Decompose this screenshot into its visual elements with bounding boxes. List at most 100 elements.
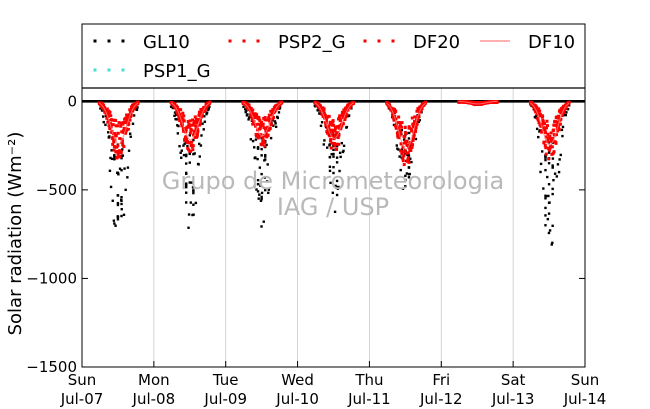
data-point — [542, 126, 546, 130]
data-point — [194, 201, 198, 205]
x-tick-label-day: Fri — [432, 371, 450, 389]
data-point — [536, 118, 540, 122]
data-point — [258, 126, 262, 130]
data-point — [112, 144, 116, 148]
data-point — [190, 140, 194, 144]
data-point — [258, 166, 262, 169]
data-point — [180, 149, 183, 152]
data-point — [198, 123, 202, 127]
data-point — [252, 122, 256, 126]
data-point — [399, 149, 403, 153]
data-point — [253, 115, 257, 119]
data-point — [329, 146, 333, 150]
data-point — [178, 113, 182, 117]
data-point — [265, 180, 269, 183]
data-point — [406, 151, 410, 155]
legend-marker — [242, 39, 246, 43]
data-point — [564, 113, 568, 117]
data-point — [417, 120, 420, 124]
data-point — [265, 135, 269, 139]
data-point — [104, 123, 107, 127]
data-point — [182, 129, 186, 133]
data-point — [544, 126, 548, 130]
data-point — [411, 125, 415, 129]
data-point — [109, 185, 113, 189]
data-point — [332, 152, 335, 156]
data-point — [416, 117, 420, 121]
data-point — [197, 113, 201, 117]
data-point — [327, 114, 331, 118]
data-point — [115, 156, 119, 160]
data-point — [314, 105, 317, 108]
data-point — [330, 141, 334, 145]
legend-marker — [228, 39, 232, 43]
data-point — [342, 149, 345, 153]
data-point — [121, 143, 125, 147]
data-point — [547, 148, 551, 152]
data-point — [261, 135, 265, 139]
data-point — [537, 121, 541, 125]
data-point — [264, 131, 268, 135]
data-point — [336, 131, 340, 135]
data-point — [541, 114, 545, 118]
data-point — [173, 102, 177, 106]
data-point — [409, 157, 412, 160]
data-point — [264, 153, 267, 157]
data-point — [407, 131, 411, 135]
data-point — [272, 124, 275, 127]
data-point — [397, 115, 401, 119]
data-point — [400, 151, 404, 155]
data-point — [253, 146, 256, 149]
legend-marker — [121, 39, 125, 43]
data-point — [126, 166, 130, 169]
data-point — [257, 197, 260, 200]
data-point — [189, 149, 193, 153]
plot-frame — [81, 23, 586, 368]
data-point — [263, 118, 267, 122]
data-point — [407, 126, 411, 130]
data-point — [544, 156, 547, 159]
data-point — [407, 166, 411, 169]
data-point — [255, 188, 258, 191]
data-point — [544, 146, 548, 150]
legend-marker — [107, 39, 111, 43]
data-point — [247, 118, 250, 121]
data-point — [544, 168, 547, 172]
data-point — [118, 155, 122, 159]
data-point — [181, 124, 185, 128]
data-point — [344, 115, 348, 119]
data-point — [169, 105, 173, 108]
data-point — [399, 130, 403, 134]
data-point — [327, 127, 331, 131]
data-point — [556, 124, 560, 128]
data-point — [552, 150, 556, 154]
data-point — [266, 163, 269, 166]
data-point — [256, 190, 260, 193]
data-point — [560, 113, 564, 117]
data-point — [547, 183, 551, 186]
x-tick-label-date: Jul-10 — [275, 390, 319, 408]
data-point — [116, 194, 120, 197]
data-point — [195, 132, 199, 136]
series-psp2_g-day-6 — [528, 100, 571, 161]
data-point — [540, 129, 544, 133]
data-point — [544, 194, 547, 197]
data-point — [191, 186, 195, 189]
data-point — [265, 118, 269, 122]
data-point — [400, 121, 404, 125]
data-point — [331, 191, 335, 194]
data-point — [263, 144, 267, 148]
data-point — [325, 118, 329, 122]
data-point — [135, 108, 139, 112]
data-point — [254, 138, 258, 141]
data-point — [116, 201, 120, 205]
legend-marker — [93, 39, 97, 43]
data-point — [410, 129, 414, 133]
data-point — [348, 106, 352, 110]
data-point — [180, 115, 184, 119]
data-point — [401, 159, 405, 163]
data-point — [257, 117, 261, 121]
x-tick-label-day: Thu — [354, 371, 383, 389]
data-point — [396, 133, 400, 137]
